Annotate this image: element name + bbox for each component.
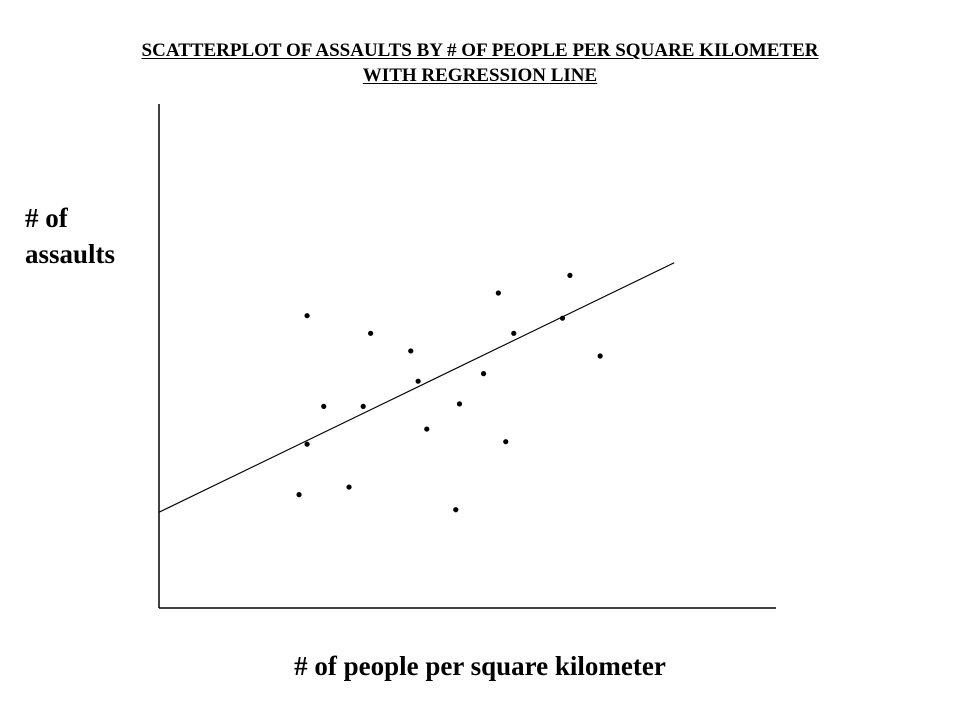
chart-title: SCATTERPLOT OF ASSAULTS BY # OF PEOPLE P… — [0, 38, 960, 88]
data-point-13 — [480, 371, 487, 377]
data-point-18 — [567, 272, 573, 278]
plot-marks — [158, 262, 675, 513]
data-point-6 — [368, 330, 374, 336]
data-point-1 — [304, 313, 310, 319]
data-point-7 — [360, 403, 366, 409]
data-point-15 — [503, 439, 509, 445]
data-point-17 — [559, 315, 566, 321]
data-point-11 — [456, 401, 463, 407]
data-point-4 — [296, 492, 302, 498]
data-point-5 — [346, 484, 352, 490]
chart-title-line-2: WITH REGRESSION LINE — [362, 65, 598, 86]
y-axis-label-line-1: # of — [25, 203, 68, 233]
data-point-16 — [511, 330, 517, 336]
data-point-12 — [453, 507, 459, 513]
y-axis-label-line-2: assaults — [25, 239, 116, 269]
chart-title-line-1: SCATTERPLOT OF ASSAULTS BY # OF PEOPLE P… — [141, 40, 819, 61]
y-axis-label: # of assaults — [25, 200, 165, 272]
data-point-14 — [495, 290, 501, 296]
x-axis-label: # of people per square kilometer — [294, 651, 666, 681]
data-point-3 — [304, 441, 310, 447]
data-point-10 — [424, 426, 430, 432]
data-point-8 — [408, 348, 414, 354]
data-point-19 — [597, 353, 603, 359]
data-point-2 — [321, 403, 327, 409]
data-point-9 — [415, 378, 421, 384]
regression-line — [158, 262, 675, 513]
